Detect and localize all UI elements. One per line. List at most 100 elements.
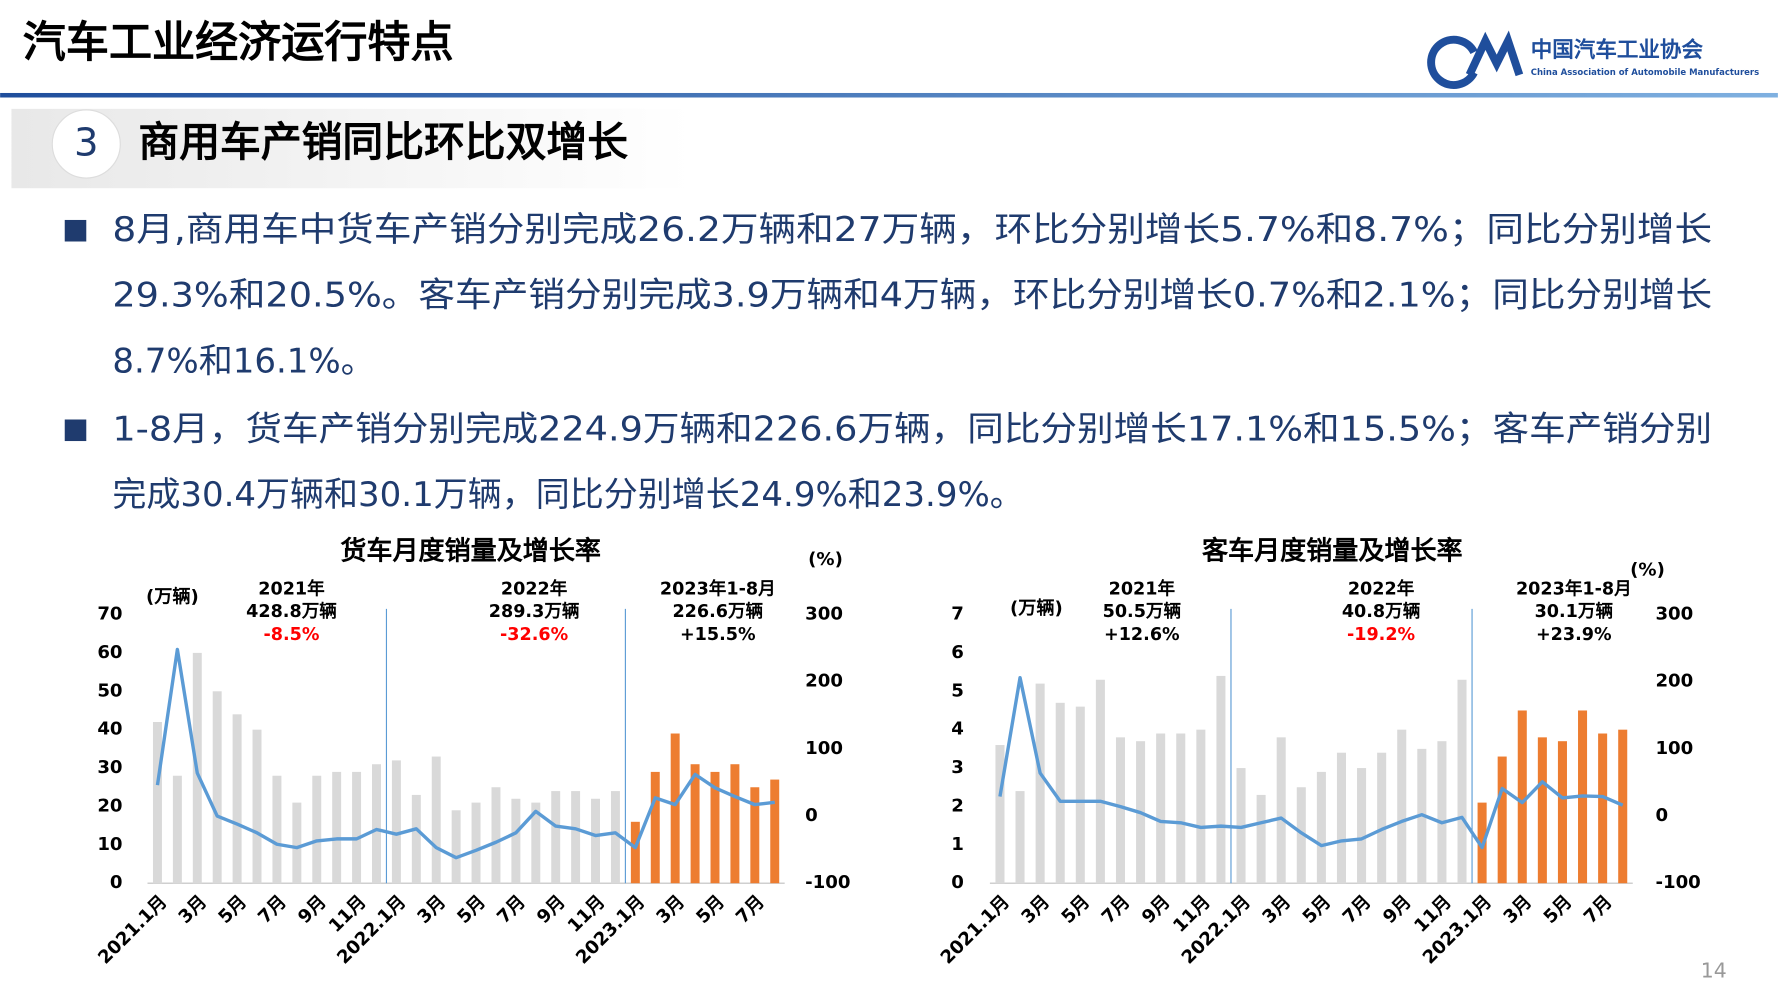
bar	[411, 794, 421, 884]
bar	[650, 771, 660, 884]
annotation-growth: -32.6%	[500, 625, 569, 645]
header-rule	[0, 92, 1778, 98]
bar	[1075, 706, 1085, 884]
x-tick-label: 3月	[175, 891, 212, 928]
bar	[1176, 733, 1186, 884]
logo-mark	[1427, 30, 1524, 89]
bar	[1015, 791, 1025, 884]
bar	[212, 691, 222, 884]
bar	[471, 802, 481, 884]
bar	[1296, 787, 1306, 884]
y2-axis-unit: (%)	[1630, 559, 1665, 580]
section-number: 3	[74, 121, 99, 166]
annotation-period: 2022年	[501, 579, 568, 600]
x-tick-label: 3月	[1258, 891, 1295, 928]
annotation-growth: -8.5%	[263, 625, 319, 645]
y2-tick-label: 100	[1655, 738, 1693, 759]
org-name: 中国汽车工业协会	[1531, 37, 1704, 63]
x-tick-label: 3月	[652, 891, 689, 928]
bar	[1557, 741, 1567, 884]
bar	[292, 802, 302, 884]
bar	[710, 771, 720, 884]
bar	[1196, 729, 1206, 884]
annotation-growth: +12.6%	[1104, 625, 1180, 645]
bar	[1216, 675, 1226, 884]
bullet-text: 完成30.4万辆和30.1万辆，同比分别增长24.9%和23.9%。	[112, 475, 1023, 515]
y2-tick-label: -100	[805, 872, 850, 893]
x-tick-label: 2021.1月	[937, 891, 1014, 968]
section-title: 商用车产销同比环比双增长	[138, 118, 628, 166]
bar	[312, 775, 322, 884]
y-tick-label: 4	[951, 719, 964, 740]
bar	[630, 821, 640, 884]
section-badge	[51, 109, 121, 179]
chart-title: 客车月度销量及增长率	[1202, 536, 1463, 567]
y-tick-label: 60	[97, 642, 122, 663]
bullet-marker	[64, 419, 87, 442]
x-tick-label: 5月	[453, 891, 490, 928]
bullet-text: 8.7%和16.1%。	[112, 341, 374, 381]
annotation-growth: +23.9%	[1536, 625, 1612, 645]
bar	[1618, 729, 1628, 884]
y-tick-label: 5	[951, 680, 964, 701]
x-tick-label: 7月	[1580, 891, 1617, 928]
annotation-period: 2023年1-8月	[660, 579, 776, 600]
y2-tick-label: 300	[1655, 604, 1693, 625]
x-tick-label: 2021.1月	[94, 891, 171, 968]
bar	[332, 771, 342, 884]
x-tick-label: 7月	[1339, 891, 1376, 928]
x-tick-label: 5月	[1299, 891, 1336, 928]
bar	[531, 802, 541, 884]
bar	[730, 764, 740, 884]
bar	[571, 791, 581, 884]
bar	[1377, 752, 1387, 884]
bullet-text: 1-8月，货车产销分别完成224.9万辆和226.6万辆，同比分别增长17.1%…	[112, 409, 1712, 449]
bar	[172, 775, 182, 884]
bar	[511, 798, 521, 884]
chart-title: 货车月度销量及增长率	[340, 536, 601, 567]
bar	[1055, 702, 1065, 884]
y-tick-label: 70	[97, 604, 122, 625]
x-tick-label: 7月	[732, 891, 769, 928]
bar	[1316, 771, 1326, 884]
annotation-total: 428.8万辆	[246, 601, 337, 622]
page-number: 14	[1701, 959, 1727, 983]
bar	[1537, 737, 1547, 884]
x-tick-label: 5月	[692, 891, 729, 928]
y-tick-label: 10	[97, 834, 122, 855]
bar	[1497, 756, 1507, 884]
y2-tick-label: 200	[1655, 671, 1693, 692]
y-tick-label: 6	[951, 642, 964, 663]
bar	[1336, 752, 1346, 884]
bar	[352, 771, 362, 884]
growth-line	[155, 647, 775, 860]
y-tick-label: 0	[110, 872, 123, 893]
bar	[152, 721, 162, 884]
bar	[1095, 679, 1105, 884]
y-tick-label: 0	[951, 872, 964, 893]
annotation-period: 2021年	[1109, 579, 1176, 600]
y-tick-label: 2	[951, 795, 964, 816]
x-tick-label: 7月	[254, 891, 291, 928]
bar	[750, 787, 760, 884]
y2-tick-label: 300	[805, 604, 843, 625]
x-tick-label: 7月	[493, 891, 530, 928]
y-tick-label: 3	[951, 757, 964, 778]
bullet-text: 29.3%和20.5%。客车产销分别完成3.9万辆和4万辆，环比分别增长0.7%…	[112, 276, 1712, 316]
org-name-en: China Association of Automobile Manufact…	[1531, 68, 1759, 78]
annotation-total: 226.6万辆	[672, 601, 763, 622]
annotation-total: 40.8万辆	[1342, 601, 1421, 622]
bar	[1035, 683, 1045, 884]
y-axis-unit: (万辆)	[1010, 597, 1063, 619]
bar	[1437, 741, 1447, 884]
bar	[431, 756, 441, 884]
section-band	[11, 108, 692, 189]
annotation-growth: +15.5%	[680, 625, 756, 645]
bar	[391, 760, 401, 884]
bar	[1156, 733, 1166, 884]
growth-line	[998, 675, 1624, 850]
bullet-marker	[64, 219, 87, 242]
x-tick-label: 5月	[214, 891, 251, 928]
bar	[591, 798, 601, 884]
